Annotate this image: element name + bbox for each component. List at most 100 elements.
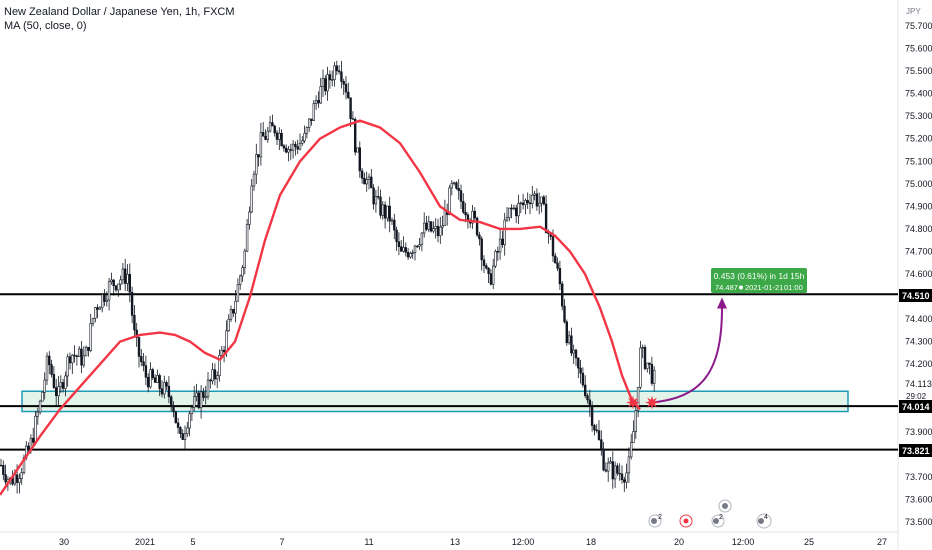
candle	[395, 226, 398, 251]
candle	[542, 194, 546, 206]
candle	[330, 70, 334, 87]
signal-star	[645, 395, 659, 410]
support-zone-rectangle[interactable]	[21, 390, 849, 413]
candle	[239, 274, 242, 290]
event-marker-5[interactable]: 4	[756, 513, 772, 529]
candle	[388, 196, 391, 233]
candle	[556, 257, 559, 272]
candle	[533, 191, 536, 201]
candle	[353, 117, 357, 156]
ma-indicator-label[interactable]: MA (50, close, 0)	[4, 20, 87, 32]
candle	[170, 394, 173, 412]
candle	[236, 278, 240, 302]
candle	[61, 378, 65, 393]
projection-arrow-path[interactable]	[651, 307, 723, 404]
symbol-title[interactable]: New Zealand Dollar / Japanese Yen, 1h, F…	[4, 6, 235, 18]
candle	[119, 275, 122, 291]
candle	[107, 277, 111, 311]
candle	[71, 354, 74, 375]
candle	[255, 143, 258, 184]
candle	[604, 462, 608, 473]
candle	[89, 313, 92, 353]
candlestick-series	[0, 60, 656, 494]
candle	[280, 129, 283, 147]
candle	[94, 306, 97, 323]
candle	[335, 60, 338, 76]
event-marker-4[interactable]: 2	[711, 514, 725, 528]
candle	[498, 230, 502, 260]
candle	[121, 263, 125, 285]
candle	[347, 82, 350, 99]
time-tick: 13	[450, 537, 460, 547]
candle	[142, 353, 145, 372]
candle	[390, 217, 394, 226]
candle	[105, 291, 109, 307]
svg-text:4: 4	[764, 514, 768, 521]
time-tick: 20	[674, 537, 684, 547]
candle	[303, 125, 306, 144]
candle	[114, 285, 118, 293]
candle	[257, 154, 260, 167]
candle	[298, 133, 302, 151]
candle	[73, 345, 76, 363]
candle	[261, 122, 265, 137]
candle	[20, 467, 23, 485]
candle	[590, 401, 594, 432]
time-tick: 27	[877, 537, 887, 547]
candle	[409, 251, 412, 259]
candle	[448, 184, 451, 216]
candle	[365, 171, 368, 192]
candle	[588, 389, 592, 417]
candle	[425, 215, 428, 231]
candle	[399, 239, 403, 252]
price-label-resistance: 74.510	[899, 289, 932, 302]
candle	[321, 69, 325, 98]
event-marker-3[interactable]	[718, 499, 732, 513]
candle	[526, 192, 529, 209]
measure-label[interactable]: 0.453 (0.61%) in 1d 15h 74.487 2021-01-2…	[711, 268, 807, 293]
candle	[82, 346, 86, 368]
price-tick: 75.200	[905, 134, 932, 144]
svg-text:2: 2	[719, 514, 723, 521]
time-tick: 30	[59, 537, 69, 547]
candle	[367, 173, 371, 190]
candle	[91, 317, 95, 327]
candle	[250, 179, 253, 214]
candle	[312, 100, 315, 121]
event-markers[interactable]: 2 2 4	[648, 499, 772, 529]
candle	[478, 231, 481, 246]
candle	[510, 204, 513, 219]
price-label-countdown: 29:02	[906, 392, 927, 401]
candle	[517, 194, 520, 225]
candle	[188, 411, 191, 437]
candle	[273, 124, 276, 137]
candle	[358, 141, 361, 178]
candle	[45, 352, 49, 385]
candle	[450, 180, 453, 196]
candle	[248, 206, 251, 230]
candle	[583, 375, 587, 399]
candle	[574, 348, 578, 367]
candle	[639, 340, 642, 390]
candle	[418, 237, 421, 250]
measure-date-text: 2021-01-21	[745, 283, 783, 292]
candle	[103, 289, 106, 307]
price-tick: 74.300	[905, 337, 932, 347]
event-marker-1[interactable]: 2	[648, 514, 662, 528]
candle	[307, 118, 311, 132]
candle	[462, 193, 465, 215]
time-tick: 7	[279, 537, 284, 547]
candle	[376, 186, 380, 200]
projection-arrowhead	[717, 297, 727, 309]
event-marker-2[interactable]	[679, 514, 693, 528]
candle	[632, 420, 635, 443]
candle	[294, 141, 297, 156]
candle	[181, 429, 184, 440]
price-tick: 75.700	[905, 21, 932, 31]
candle	[471, 204, 474, 229]
candle	[577, 357, 580, 379]
price-tick: 75.100	[905, 156, 932, 166]
ma-50-line[interactable]	[0, 119, 641, 496]
candle	[124, 258, 127, 291]
